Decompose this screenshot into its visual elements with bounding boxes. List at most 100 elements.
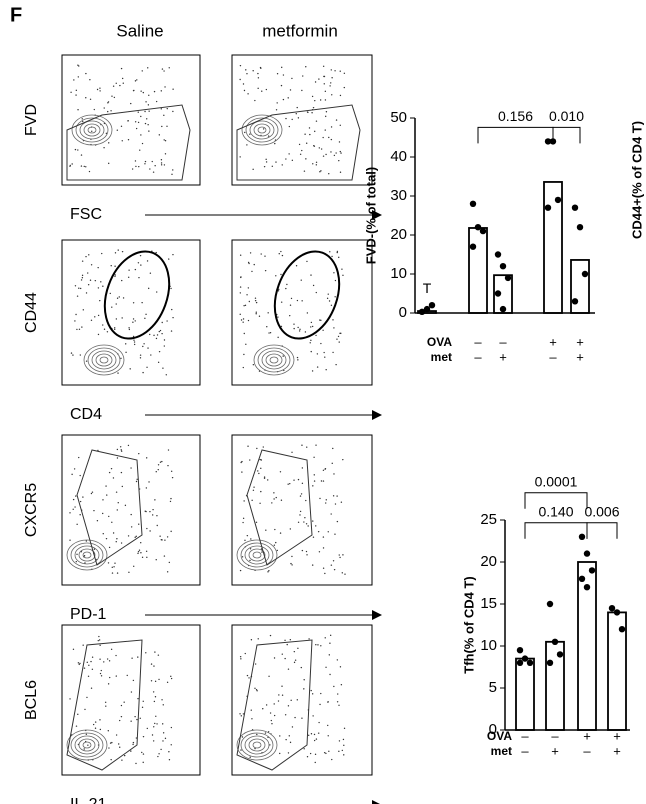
event-dot [291,451,293,453]
event-dot [129,368,131,370]
event-dot [116,572,119,574]
event-dot [344,573,346,575]
event-dot [86,696,88,699]
event-dot [275,541,277,544]
contour [66,729,108,761]
event-dot [322,155,325,157]
event-dot [117,502,119,504]
event-dot [325,111,328,113]
event-dot [146,118,148,120]
event-dot [276,549,279,552]
event-dot [74,506,76,508]
bar [543,181,563,314]
event-dot [275,496,277,499]
event-dot [85,733,88,735]
event-dot [127,276,130,278]
contour [75,117,109,143]
event-dot [75,94,77,96]
event-dot [338,141,341,143]
event-dot [99,658,101,660]
event-dot [141,142,144,145]
event-dot [340,683,343,686]
event-dot [313,733,316,736]
event-dot [277,316,279,318]
event-dot [116,297,119,299]
event-dot [288,125,291,128]
event-dot [239,313,241,316]
event-dot [342,738,345,741]
event-dot [260,490,262,493]
event-dot [257,72,259,75]
event-dot [110,758,112,761]
data-point [546,659,554,666]
event-dot [117,249,119,251]
event-dot [336,250,339,253]
data-point [516,659,524,666]
event-dot [291,77,293,80]
group-sign: + [499,349,507,364]
event-dot [71,473,73,476]
event-dot [333,272,335,274]
event-dot [81,118,83,120]
event-dot [135,127,138,130]
event-dot [266,325,268,328]
event-dot [264,269,267,272]
event-dot [327,735,329,737]
event-dot [102,324,104,326]
event-dot [320,692,322,695]
event-dot [150,663,153,665]
event-dot [161,332,163,335]
event-dot [107,102,109,104]
event-dot [145,652,147,654]
event-dot [147,124,149,126]
event-dot [320,170,322,172]
event-dot [79,662,81,665]
event-dot [269,332,272,334]
event-dot [323,751,326,754]
flow-y-label: FVD [23,104,40,136]
event-dot [113,566,115,568]
event-dot [134,80,137,82]
event-dot [251,499,253,502]
group-row-label: met [431,350,452,364]
contour [91,350,117,370]
event-dot [333,568,336,571]
event-dot [252,168,254,171]
event-dot [74,320,76,322]
gate [76,449,143,566]
event-dot [161,68,164,70]
event-dot [157,755,159,758]
event-dot [147,67,149,69]
event-dot [139,357,142,359]
event-dot [127,444,130,447]
event-dot [247,287,250,289]
group-sign: – [474,349,482,364]
event-dot [153,665,155,667]
event-dot [103,661,105,663]
event-dot [306,260,308,263]
event-dot [115,654,117,657]
event-dot [116,129,119,131]
event-dot [256,733,258,736]
data-point [613,609,621,616]
event-dot [155,251,157,254]
event-dot [158,134,161,136]
event-dot [343,744,345,747]
event-dot [163,70,165,72]
event-dot [119,446,122,448]
arrow-head [372,800,380,804]
event-dot [248,262,250,265]
event-dot [107,683,110,685]
event-dot [329,85,331,87]
event-dot [132,679,135,682]
event-dot [338,554,340,556]
event-dot [257,638,259,640]
flow-plot [61,434,201,586]
flow-y-label: BCL6 [23,680,40,720]
event-dot [285,738,287,741]
event-dot [336,338,338,340]
event-dot [242,517,245,520]
event-dot [105,705,107,707]
event-dot [290,699,292,702]
